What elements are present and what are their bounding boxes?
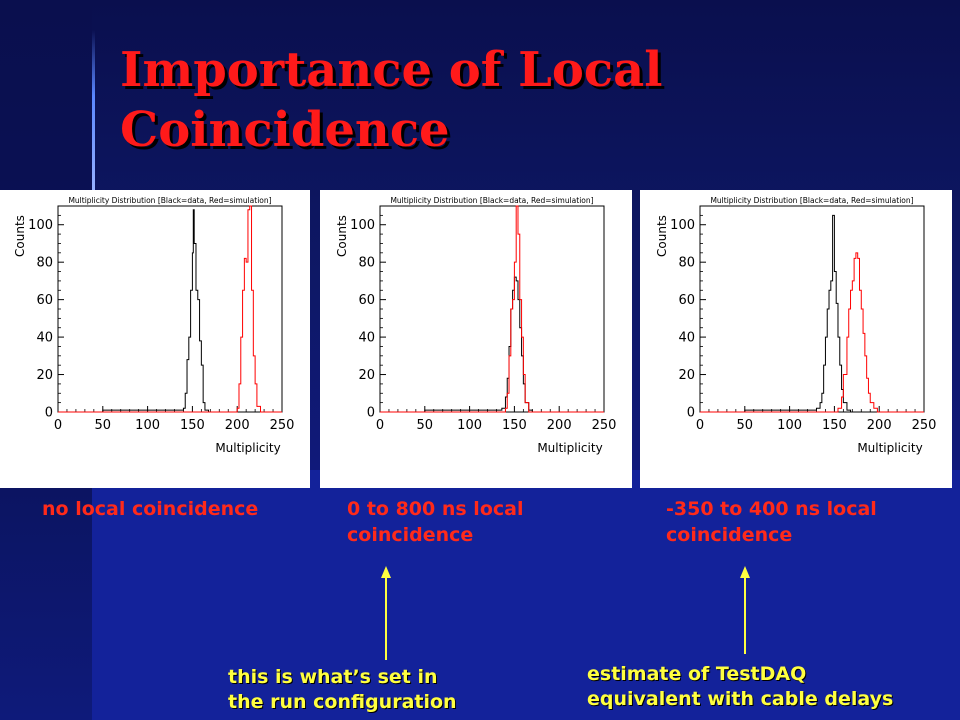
y-tick-label: 80 [358,256,375,271]
note-run-configuration-line1: this is what’s set in [228,666,438,688]
plot-title: Multiplicity Distribution [Black=data, R… [710,196,913,205]
plot-frame [379,205,605,413]
x-tick-label: 100 [777,418,802,433]
x-tick-label: 50 [417,418,434,433]
y-tick-label: 60 [678,293,695,308]
multiplicity-histogram-1: Multiplicity Distribution [Black=data, R… [13,196,295,455]
slide-title: Importance of Local Coincidence [120,42,663,158]
y-tick-label: 80 [36,256,53,271]
note-run-configuration: this is what’s set in the run configurat… [228,665,457,715]
y-tick-label: 20 [358,368,375,383]
plot-panel-1: Multiplicity Distribution [Black=data, R… [0,190,310,488]
x-tick-label: 0 [54,418,62,433]
y-tick-label: 80 [678,256,695,271]
plot-panel-3: Multiplicity Distribution [Black=data, R… [640,190,952,488]
x-tick-label: 250 [270,418,295,433]
series-data [700,214,924,413]
x-tick-label: 250 [912,418,937,433]
x-tick-label: 200 [547,418,572,433]
plot-title: Multiplicity Distribution [Black=data, R… [68,196,271,205]
arrow-up-1 [381,566,391,660]
x-tick-label: 150 [180,418,205,433]
y-tick-label: 100 [28,218,53,233]
note-testdaq-estimate: estimate of TestDAQ equivalent with cabl… [587,662,893,712]
x-tick-label: 50 [95,418,112,433]
series-simulation [700,252,924,413]
title-accent-line [92,30,95,195]
x-tick-label: 200 [867,418,892,433]
x-axis-label: Multiplicity [537,441,602,455]
y-tick-label: 60 [358,293,375,308]
series-simulation [58,205,282,413]
multiplicity-histogram-2: Multiplicity Distribution [Black=data, R… [335,196,617,455]
x-tick-label: 50 [737,418,754,433]
note-testdaq-line2: equivalent with cable delays [587,688,894,710]
y-tick-label: 20 [678,368,695,383]
y-tick-label: 0 [687,406,695,421]
y-axis-label: Counts [13,215,27,257]
y-tick-label: 100 [670,218,695,233]
caption-minus350-to-400ns: -350 to 400 ns local coincidence [666,498,877,546]
y-tick-label: 40 [678,331,695,346]
y-tick-label: 0 [367,406,375,421]
plot-title: Multiplicity Distribution [Black=data, R… [390,196,593,205]
background-bottom [92,470,960,720]
x-tick-label: 100 [457,418,482,433]
plot-frame [699,205,925,413]
x-tick-label: 150 [502,418,527,433]
y-axis-label: Counts [335,215,349,257]
x-tick-label: 250 [592,418,617,433]
y-tick-label: 60 [36,293,53,308]
y-tick-label: 40 [36,331,53,346]
caption-no-local-coincidence: no local coincidence [42,498,259,520]
series-data [380,276,604,413]
y-tick-label: 100 [350,218,375,233]
x-tick-label: 150 [822,418,847,433]
x-tick-label: 0 [696,418,704,433]
caption-0-to-800ns: 0 to 800 ns local coincidence [347,498,524,546]
multiplicity-histogram-3: Multiplicity Distribution [Black=data, R… [655,196,937,455]
y-tick-label: 0 [45,406,53,421]
y-tick-label: 20 [36,368,53,383]
series-simulation [380,205,604,413]
x-axis-label: Multiplicity [215,441,280,455]
series-data [58,209,282,413]
arrow-up-2 [740,566,750,654]
x-tick-label: 200 [225,418,250,433]
note-testdaq-line1: estimate of TestDAQ [587,663,807,685]
x-tick-label: 100 [135,418,160,433]
y-axis-label: Counts [655,215,669,257]
x-axis-label: Multiplicity [857,441,922,455]
y-tick-label: 40 [358,331,375,346]
x-tick-label: 0 [376,418,384,433]
plot-panel-2: Multiplicity Distribution [Black=data, R… [320,190,632,488]
note-run-configuration-line2: the run configuration [228,691,457,713]
